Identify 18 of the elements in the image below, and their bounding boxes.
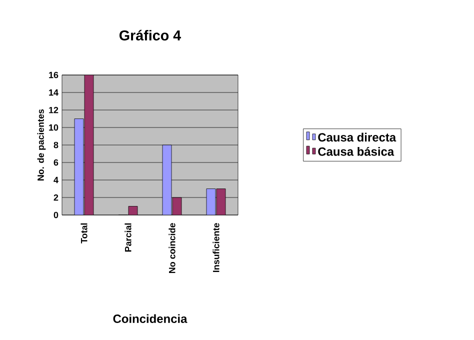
y-tick-label: 2 bbox=[54, 194, 58, 201]
y-axis-title: No. de pacientes bbox=[37, 109, 46, 180]
x-tick-label: No coincide bbox=[168, 223, 176, 273]
x-tick-label: Parcial bbox=[124, 223, 132, 252]
chart-title: Gráfico 4 bbox=[120, 30, 182, 40]
legend-label: Causa básica bbox=[318, 146, 394, 156]
y-tick-label: 6 bbox=[54, 159, 58, 166]
legend-label: Causa directa bbox=[318, 132, 396, 142]
x-tick-label: Insuficiente bbox=[212, 223, 220, 272]
y-tick-label: 16 bbox=[49, 72, 58, 78]
y-tick-label: 14 bbox=[49, 89, 58, 96]
x-axis-title: Coincidencia bbox=[113, 314, 188, 323]
y-tick-label: 8 bbox=[54, 142, 58, 148]
y-tick-label: 10 bbox=[49, 124, 58, 131]
x-tick-label: Total bbox=[80, 223, 88, 244]
y-tick-label: 4 bbox=[54, 176, 58, 184]
y-tick-label: 12 bbox=[49, 106, 58, 114]
y-tick-label: 0 bbox=[54, 212, 58, 218]
